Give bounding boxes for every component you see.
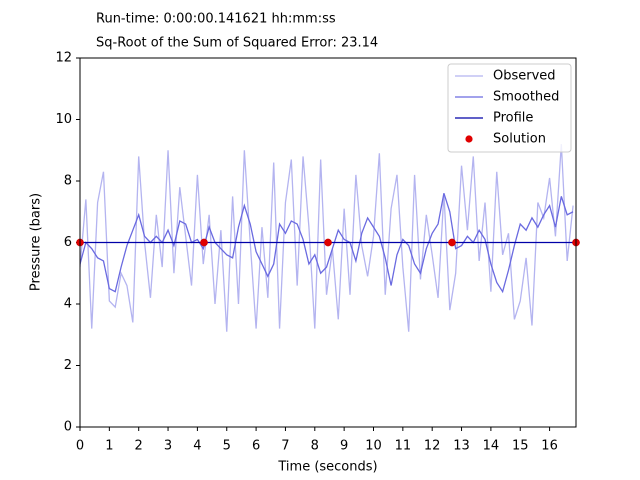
y-tick-label: 6 [64,235,72,250]
y-tick-label: 4 [64,297,72,312]
legend-box [447,63,572,153]
data-point [324,238,332,247]
x-tick-label: 6 [252,439,260,454]
legend-swatch [465,135,473,143]
legend-label: Profile [493,111,533,126]
x-tick-label: 11 [395,439,412,454]
legend-label: Solution [493,132,546,147]
legend-label: Smoothed [493,90,559,105]
y-tick-label: 10 [55,112,72,127]
data-point [200,238,208,247]
x-tick-label: 9 [340,439,348,454]
y-axis-label: Pressure (bars) [29,193,44,291]
x-tick-label: 14 [483,439,500,454]
annotation: Run-time: 0:00:00.141621 hh:mm:ss [96,12,336,27]
x-tick-label: 8 [311,439,319,454]
y-tick-label: 8 [64,174,72,189]
x-tick-label: 16 [541,439,558,454]
x-tick-label: 5 [223,439,231,454]
x-axis-label: Time (seconds) [277,460,377,475]
plot-frame [79,57,577,428]
data-point [448,238,456,247]
x-tick-label: 13 [453,439,470,454]
legend-label: Observed [493,69,556,84]
x-tick-label: 12 [424,439,441,454]
data-line [80,144,574,332]
y-tick-label: 0 [64,420,72,435]
x-tick-label: 7 [281,439,289,454]
annotation: Sq-Root of the Sum of Squared Error: 23.… [96,36,378,51]
y-tick-label: 12 [55,51,72,66]
x-tick-label: 4 [193,439,201,454]
x-tick-label: 3 [164,439,172,454]
x-tick-label: 15 [512,439,529,454]
x-tick-label: 2 [135,439,143,454]
y-tick-label: 2 [64,358,72,373]
x-tick-label: 10 [365,439,382,454]
x-tick-label: 1 [105,439,113,454]
x-tick-label: 0 [76,439,84,454]
